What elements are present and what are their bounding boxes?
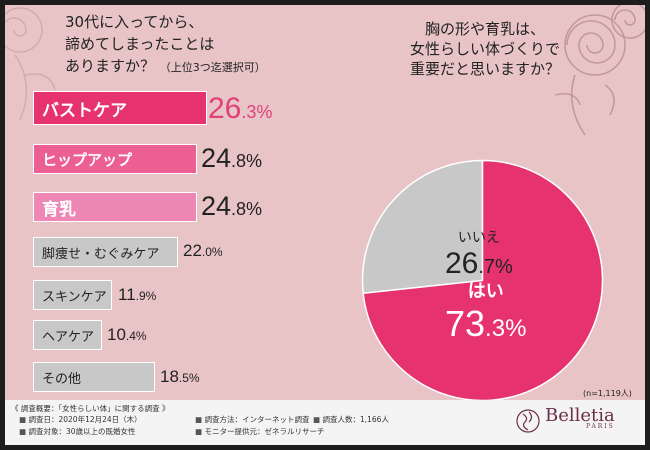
pie-chart (361, 159, 604, 402)
bar-value-6-dec: .5% (178, 371, 200, 385)
survey-footer: 《 調査概要：「女性らしい体」に関する調査 》 調査日：2020年12月24日（… (5, 400, 645, 445)
bar-value-2-int: 24 (201, 191, 232, 221)
brand-sub: PARIS (585, 423, 615, 430)
right-question-line2: 女性らしい体づくりで (409, 40, 560, 58)
footer-item-date: 調査日：2020年12月24日（木） (19, 414, 141, 425)
bar-value-3: 22.0% (183, 241, 223, 261)
footer-item-provider: モニター提供元：ゼネラルリサーチ (195, 426, 324, 437)
pie-label-yes: はい 73.3% (445, 277, 526, 345)
bar-label-6: その他 (42, 371, 82, 387)
bar-label-0: バストケア (42, 100, 127, 121)
bar-value-3-dec: .0% (201, 245, 223, 259)
bar-value-1: 24.8% (201, 143, 262, 174)
footer-item-count: 調査人数：1,166人 (313, 414, 388, 425)
brand-name: Belletia (545, 405, 615, 426)
bar-value-0: 26.3% (208, 92, 272, 126)
pie-label-no-name: いいえ (457, 229, 500, 245)
right-question-line1: 胸の形や育乳は、 (424, 20, 545, 38)
bar-value-2: 24.8% (201, 191, 262, 222)
pie-slice-yes (362, 159, 604, 402)
bar-6: その他 (33, 362, 156, 392)
right-question: 胸の形や育乳は、 女性らしい体づくりで 重要だと思いますか？ (375, 19, 595, 79)
bar-value-5-int: 10 (107, 325, 126, 344)
left-question-line1: 30代に入ってから、 (65, 13, 204, 31)
bar-value-1-dec: .8% (231, 151, 263, 171)
pie-label-no-dec: .7% (478, 256, 513, 278)
bar-1: ヒップアップ (33, 144, 197, 174)
footer-title: 《 調査概要：「女性らしい体」に関する調査 》 (11, 404, 170, 413)
bar-value-1-int: 24 (201, 143, 232, 173)
footer-item-target: 調査対象：30歳以上の既婚女性 (19, 426, 135, 437)
pie-label-yes-name: はい (467, 281, 504, 301)
sample-size-note: (n=1,119人) (583, 389, 632, 398)
pie-slice-no (361, 159, 484, 295)
bar-value-6-int: 18 (160, 367, 179, 386)
bar-label-5: ヘアケア (42, 329, 95, 345)
bar-4: スキンケア (33, 280, 112, 310)
left-question-line2: 諦めてしまったことは (65, 35, 215, 53)
bar-label-3: 脚痩せ・むぐみケア (42, 246, 160, 262)
bar-value-4: 11.9% (118, 285, 156, 305)
bar-value-5-dec: .4% (125, 329, 147, 343)
bar-value-2-dec: .8% (231, 199, 263, 219)
pie-label-yes-dec: .3% (485, 315, 527, 342)
bar-value-5: 10.4% (107, 325, 147, 345)
bar-value-3-int: 22 (183, 241, 202, 260)
left-question-line3: ありますか？ (65, 57, 156, 75)
bar-label-4: スキンケア (42, 289, 107, 305)
footer-item-method: 調査方法：インターネット調査 (195, 414, 309, 425)
rose-decoration-icon (554, 5, 645, 136)
bar-value-0-dec: .3% (241, 102, 273, 122)
pie-label-yes-int: 73 (445, 303, 486, 344)
bar-value-4-int: 11 (118, 285, 136, 304)
pie-label-no-int: 26 (445, 247, 479, 280)
bar-value-0-int: 26 (208, 92, 242, 125)
brand-logo: Belletia PARIS (515, 406, 615, 436)
bar-5: ヘアケア (33, 320, 102, 350)
left-question: 30代に入ってから、 諦めてしまったことは ありますか？ （上位3つ迄選択可） (65, 11, 325, 79)
rose-decoration-left-icon (5, 7, 56, 121)
infographic-frame: 30代に入ってから、 諦めてしまったことは ありますか？ （上位3つ迄選択可） … (5, 5, 645, 445)
bar-0: バストケア (33, 91, 207, 125)
bar-label-1: ヒップアップ (42, 150, 133, 169)
bar-3: 脚痩せ・むぐみケア (33, 237, 179, 267)
left-question-note: （上位3つ迄選択可） (159, 61, 266, 74)
bar-label-2: 育乳 (42, 199, 76, 220)
bar-2: 育乳 (33, 192, 197, 222)
bar-value-6: 18.5% (160, 367, 200, 387)
right-question-line3: 重要だと思いますか？ (409, 60, 560, 78)
pie-label-no: いいえ 26.7% (445, 227, 513, 281)
bar-value-4-dec: .9% (135, 289, 157, 303)
brand-emblem-icon (516, 409, 540, 433)
